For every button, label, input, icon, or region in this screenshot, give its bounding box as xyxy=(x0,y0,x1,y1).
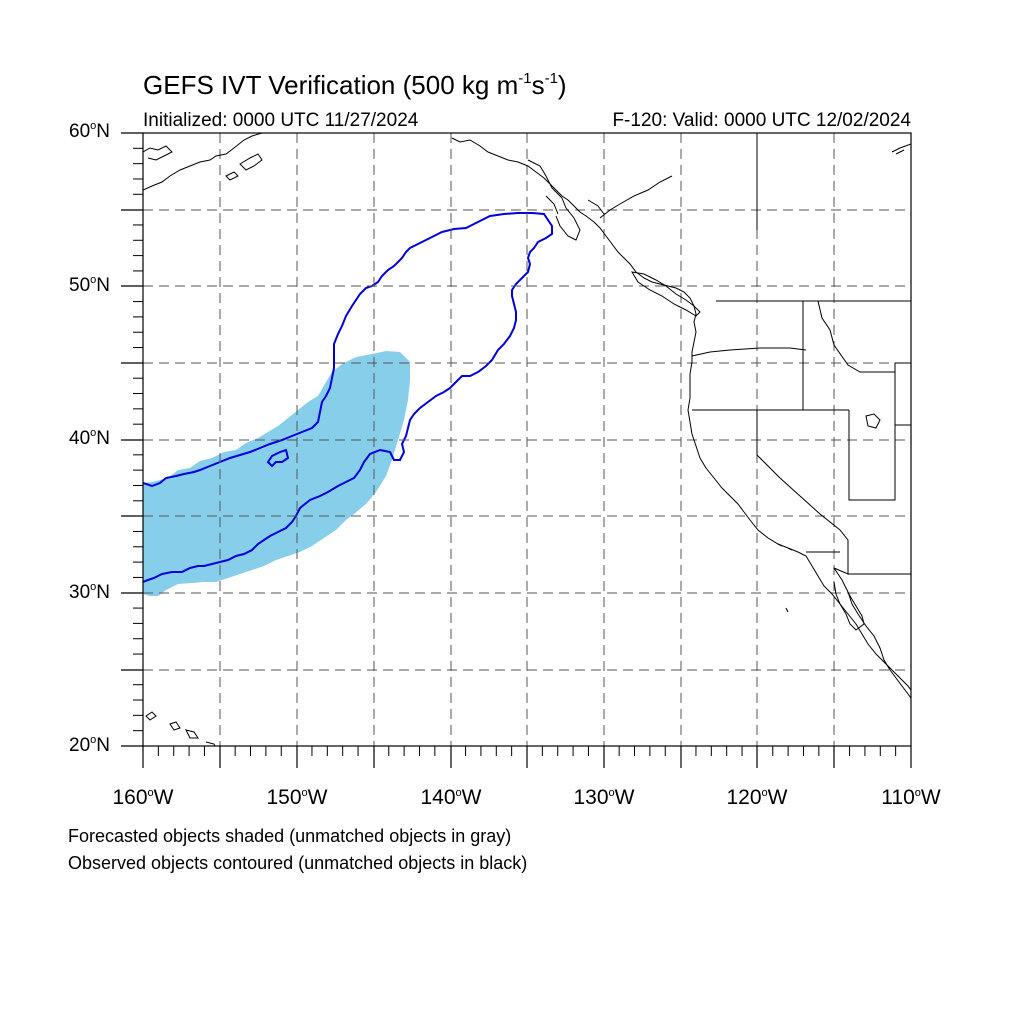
alaska-panhandle-islands xyxy=(527,159,605,241)
baja-california xyxy=(833,567,911,699)
hawaiian-islands xyxy=(145,711,216,746)
great-salt-lake xyxy=(865,413,881,429)
graticule xyxy=(143,133,911,746)
gulf-of-alaska-coast xyxy=(451,137,911,691)
lat-label-40n: 40oN xyxy=(69,427,110,450)
forecast-object xyxy=(143,351,410,596)
axis-ticks xyxy=(121,132,912,768)
observed-object-contour xyxy=(143,212,553,583)
lon-label-160w: 160oW xyxy=(112,786,174,809)
initialized-time: Initialized: 0000 UTC 11/27/2024 xyxy=(143,110,419,131)
vancouver-island xyxy=(631,271,701,317)
channel-islands xyxy=(777,543,793,613)
lon-label-140w: 140oW xyxy=(420,786,482,809)
observed-object-inner-contour xyxy=(266,448,290,468)
alaska-canada-border xyxy=(599,133,758,230)
canadian-rockies-coast xyxy=(891,143,911,155)
alaska-peninsula-coast xyxy=(143,133,263,191)
us-state-borders xyxy=(691,300,911,575)
kodiak-island xyxy=(225,153,263,181)
observed-legend-note: Observed objects contoured (unmatched ob… xyxy=(68,853,528,873)
axis-minor-ticks xyxy=(133,147,897,756)
valid-time: F-120: Valid: 0000 UTC 12/02/2024 xyxy=(612,110,911,131)
lat-label-20n: 20oN xyxy=(69,734,110,757)
lon-label-130w: 130oW xyxy=(573,786,635,809)
lat-label-50n: 50oN xyxy=(69,274,110,297)
lat-label-60n: 60oN xyxy=(69,120,110,143)
lat-label-30n: 30oN xyxy=(69,581,110,604)
map-title: GEFS IVT Verification (500 kg m-1s-1) xyxy=(143,70,567,100)
lon-label-120w: 120oW xyxy=(726,786,788,809)
forecast-legend-note: Forecasted objects shaded (unmatched obj… xyxy=(68,826,512,846)
lon-label-150w: 150oW xyxy=(266,786,328,809)
lon-label-110w: 110oW xyxy=(881,786,941,809)
